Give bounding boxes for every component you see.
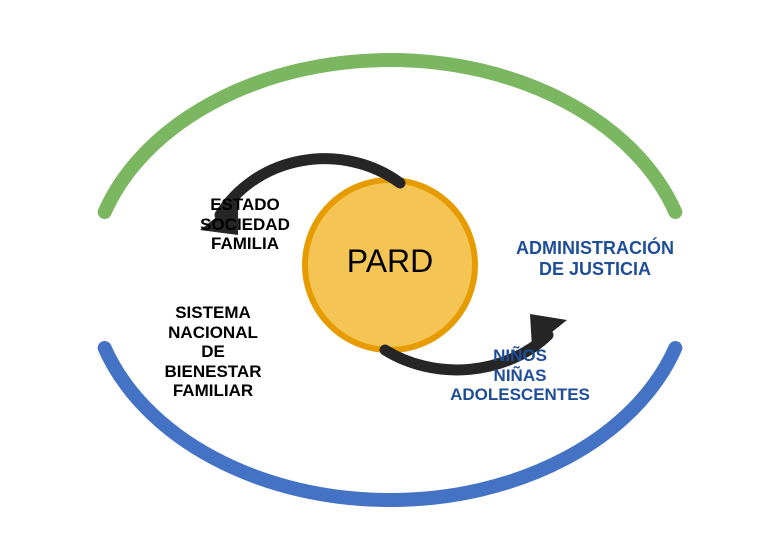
label-estado-sociedad-familia: ESTADOSOCIEDADFAMILIA: [170, 195, 320, 254]
diagram-stage: PARD ESTADOSOCIEDADFAMILIA SISTEMANACION…: [0, 0, 780, 540]
right-arrow-head: [530, 314, 567, 348]
center-circle-label: PARD: [305, 243, 475, 280]
label-ninos-ninas-adolescentes: NIÑOSNIÑASADOLESCENTES: [420, 346, 620, 405]
label-administracion-justicia: ADMINISTRACIÓNDE JUSTICIA: [485, 238, 705, 279]
label-sistema-nacional: SISTEMANACIONALDEBIENESTARFAMILIAR: [133, 303, 293, 401]
